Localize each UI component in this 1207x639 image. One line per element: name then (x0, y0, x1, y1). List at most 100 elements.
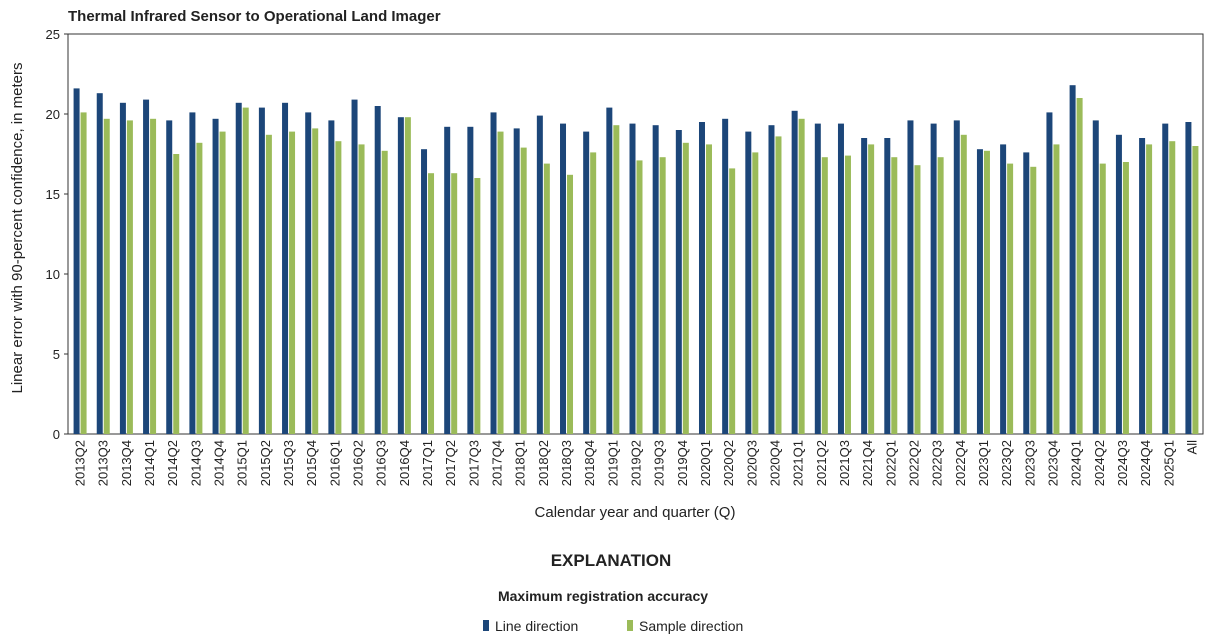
legend-swatch (483, 620, 489, 631)
x-tick-label: 2020Q1 (698, 440, 713, 486)
bar (729, 168, 736, 434)
bar (868, 144, 875, 434)
x-tick-label: 2015Q4 (304, 440, 319, 486)
y-tick-label: 0 (53, 427, 60, 442)
x-tick-label: 2014Q4 (212, 440, 227, 486)
x-tick-label: 2016Q4 (397, 440, 412, 486)
x-tick-label: 2021Q3 (837, 440, 852, 486)
bar (73, 88, 80, 435)
bar (404, 117, 411, 434)
x-tick-label: 2024Q3 (1115, 440, 1130, 486)
x-tick-label: 2016Q2 (351, 440, 366, 486)
x-tick-label: 2023Q1 (976, 440, 991, 486)
bar (374, 106, 381, 434)
bar (189, 112, 196, 435)
bar (258, 107, 265, 434)
x-tick-label: 2022Q4 (953, 440, 968, 486)
bar (497, 131, 504, 434)
y-axis-label: Linear error with 90-percent confidence,… (9, 63, 26, 394)
bar (583, 131, 590, 434)
legend-label: Sample direction (639, 618, 743, 634)
bar (351, 99, 358, 434)
legend-subtitle: Maximum registration accuracy (498, 588, 708, 604)
x-tick-label: 2023Q2 (999, 440, 1014, 486)
bar (567, 174, 574, 435)
bar (636, 160, 643, 434)
x-tick-label: 2023Q3 (1022, 440, 1037, 486)
bar (613, 125, 620, 434)
bar (629, 123, 636, 434)
x-tick-label: 2019Q2 (629, 440, 644, 486)
bar (1162, 123, 1169, 434)
x-axis-label: Calendar year and quarter (Q) (535, 504, 736, 521)
bar (536, 115, 543, 434)
bar (861, 138, 868, 434)
bar (219, 131, 226, 434)
x-tick-label: 2016Q1 (327, 440, 342, 486)
bar (930, 123, 937, 434)
x-tick-label: 2018Q1 (513, 440, 528, 486)
bar (722, 118, 729, 435)
bar (126, 120, 133, 435)
bar (659, 157, 666, 434)
bar (1139, 138, 1146, 434)
bar (312, 128, 319, 434)
bar (590, 152, 597, 434)
x-tick-label: 2022Q2 (906, 440, 921, 486)
legend-swatch (627, 620, 633, 631)
bar (775, 136, 782, 434)
bar (1023, 152, 1030, 434)
x-tick-label: 2019Q3 (652, 440, 667, 486)
bar (520, 147, 527, 434)
x-tick-label: 2017Q2 (443, 440, 458, 486)
bar (335, 141, 342, 434)
bar (1099, 163, 1106, 434)
bar (1030, 166, 1037, 435)
x-tick-label: 2020Q2 (721, 440, 736, 486)
bar (814, 123, 821, 434)
x-tick-label: 2024Q1 (1069, 440, 1084, 486)
bar (166, 120, 173, 435)
x-tick-label: 2019Q4 (675, 440, 690, 486)
bar (490, 112, 497, 435)
bar (976, 149, 983, 434)
x-tick-label: 2015Q1 (235, 440, 250, 486)
x-tick-label: 2014Q3 (188, 440, 203, 486)
bar (768, 125, 775, 434)
bar (1115, 134, 1122, 435)
bar (675, 130, 682, 434)
bar (196, 142, 203, 435)
x-tick-label: 2024Q4 (1138, 440, 1153, 486)
x-tick-label: 2018Q3 (559, 440, 574, 486)
bar (821, 157, 828, 434)
x-tick-label: 2013Q4 (119, 440, 134, 486)
x-tick-label: 2021Q1 (791, 440, 806, 486)
legend-title: EXPLANATION (551, 551, 672, 570)
bar (212, 118, 219, 435)
bar (983, 150, 990, 435)
bar (1146, 144, 1153, 434)
bar (235, 102, 242, 435)
x-tick-label: 2015Q2 (258, 440, 273, 486)
bar (96, 93, 103, 434)
bar (143, 99, 150, 434)
bar (798, 118, 805, 435)
x-tick-label: 2020Q3 (744, 440, 759, 486)
x-tick-label: 2022Q3 (930, 440, 945, 486)
bar (891, 157, 898, 434)
bar (428, 173, 435, 434)
chart-title: Thermal Infrared Sensor to Operational L… (68, 8, 441, 25)
bar (1192, 146, 1199, 434)
x-tick-label: 2019Q1 (605, 440, 620, 486)
bar (381, 150, 388, 435)
bar (1046, 112, 1053, 435)
x-tick-label: 2017Q4 (490, 440, 505, 486)
y-tick-label: 10 (46, 267, 60, 282)
bar (1000, 144, 1007, 434)
bar (1053, 144, 1060, 434)
x-tick-label: 2013Q2 (73, 440, 88, 486)
bar (914, 165, 921, 434)
x-tick-label: 2014Q2 (165, 440, 180, 486)
bar (698, 122, 705, 434)
